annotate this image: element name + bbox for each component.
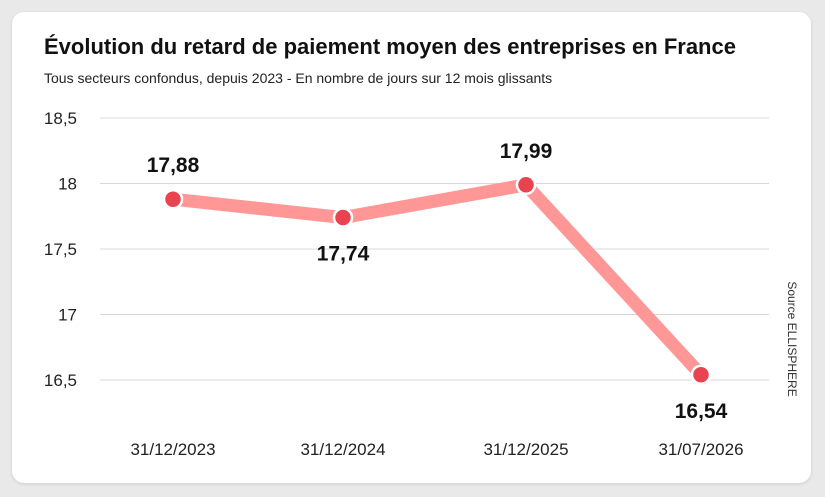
y-tick-label: 18,5 [44,109,77,128]
y-tick-label: 18 [58,175,77,194]
series-line [166,178,708,382]
y-tick-label: 17,5 [44,240,77,259]
data-label: 17,88 [147,154,200,177]
x-tick-label: 31/12/2025 [483,440,568,459]
line-chart: 18,5 18 17,5 17 16,5 31/12/2023 31/12/2024 31/1… [44,109,799,459]
x-tick-label: 31/12/2024 [300,440,385,459]
data-point [515,174,537,196]
data-label: 16,54 [675,400,728,423]
data-point [162,188,184,210]
y-tick-label: 17 [58,306,77,325]
x-tick-label: 31/12/2023 [130,440,215,459]
data-label: 17,74 [317,243,370,266]
data-label: 17,99 [500,140,553,163]
chart-title: Évolution du retard de paiement moyen de… [44,34,736,59]
x-tick-label: 31/07/2026 [658,440,743,459]
chart-subtitle: Tous secteurs confondus, depuis 2023 - E… [44,70,553,86]
data-point [332,207,354,228]
data-point [690,364,712,386]
source-label: Source ELLISPHERE [785,281,799,396]
y-tick-label: 16,5 [44,371,77,390]
chart-card: Évolution du retard de paiement moyen de… [12,12,811,483]
